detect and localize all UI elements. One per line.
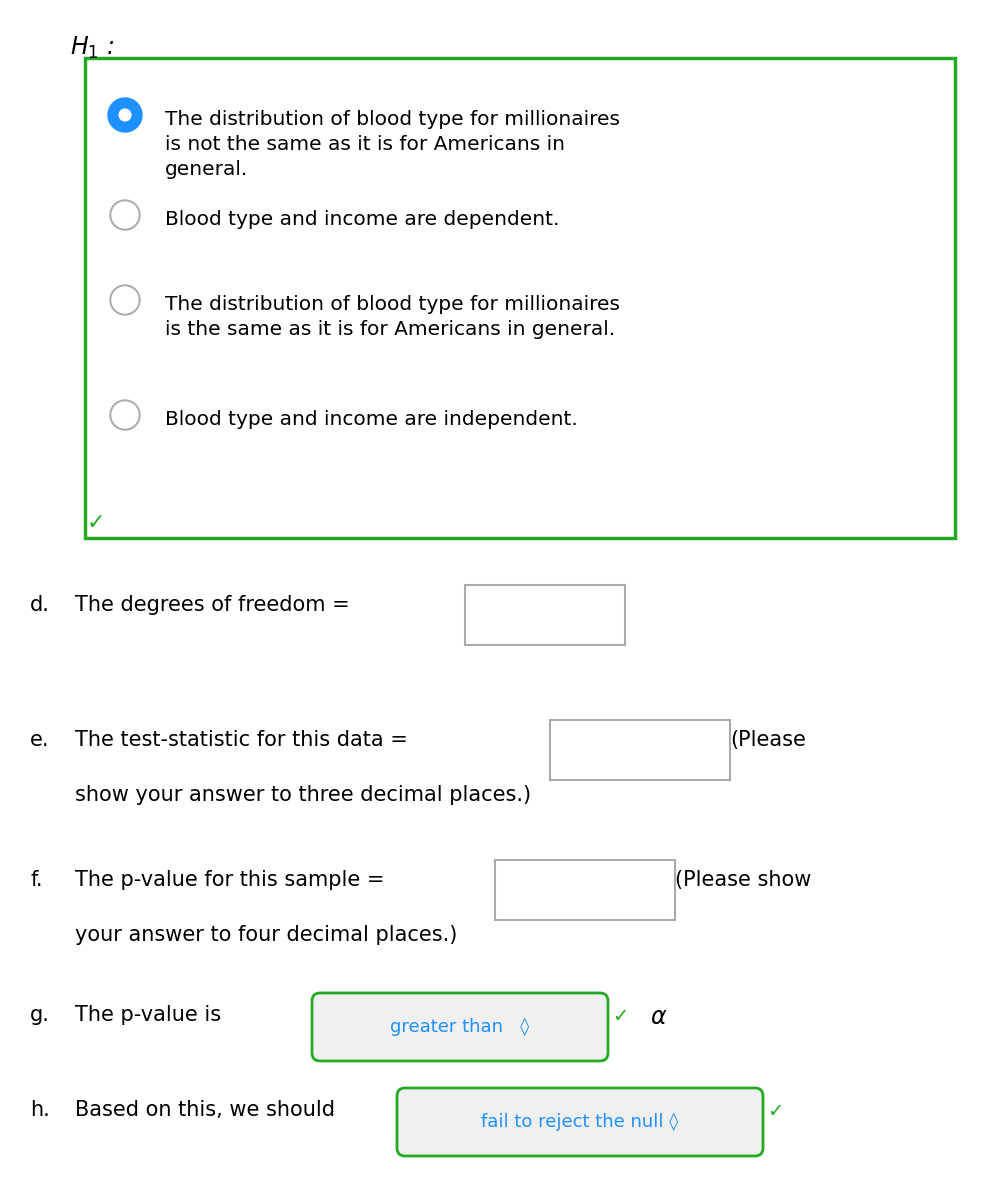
Text: f.: f. bbox=[30, 870, 42, 890]
Text: $\alpha$: $\alpha$ bbox=[650, 1006, 668, 1028]
Text: g.: g. bbox=[30, 1006, 50, 1025]
Text: fail to reject the null ◊: fail to reject the null ◊ bbox=[481, 1112, 678, 1132]
Circle shape bbox=[112, 202, 138, 228]
FancyBboxPatch shape bbox=[397, 1088, 763, 1156]
FancyBboxPatch shape bbox=[495, 860, 675, 920]
Text: h.: h. bbox=[30, 1100, 49, 1120]
FancyBboxPatch shape bbox=[550, 720, 730, 780]
Text: ✓: ✓ bbox=[612, 1007, 628, 1026]
Text: Blood type and income are independent.: Blood type and income are independent. bbox=[165, 410, 578, 428]
Text: The degrees of freedom =: The degrees of freedom = bbox=[75, 595, 350, 614]
Circle shape bbox=[110, 200, 140, 230]
FancyBboxPatch shape bbox=[312, 994, 608, 1061]
Circle shape bbox=[112, 287, 138, 313]
Text: (Please: (Please bbox=[730, 730, 806, 750]
Text: The p-value is: The p-value is bbox=[75, 1006, 221, 1025]
Text: (Please show: (Please show bbox=[675, 870, 811, 890]
FancyBboxPatch shape bbox=[465, 584, 625, 646]
Text: greater than   ◊: greater than ◊ bbox=[390, 1018, 529, 1037]
Text: The p-value for this sample =: The p-value for this sample = bbox=[75, 870, 385, 890]
Text: e.: e. bbox=[30, 730, 49, 750]
Circle shape bbox=[119, 109, 131, 121]
Circle shape bbox=[112, 402, 138, 428]
Text: d.: d. bbox=[30, 595, 50, 614]
Circle shape bbox=[110, 284, 140, 314]
Text: your answer to four decimal places.): your answer to four decimal places.) bbox=[75, 925, 458, 946]
Text: show your answer to three decimal places.): show your answer to three decimal places… bbox=[75, 785, 531, 805]
Text: ✓: ✓ bbox=[87, 514, 106, 533]
FancyBboxPatch shape bbox=[85, 58, 955, 538]
Circle shape bbox=[110, 400, 140, 430]
Circle shape bbox=[108, 98, 142, 132]
Text: The distribution of blood type for millionaires
is the same as it is for America: The distribution of blood type for milli… bbox=[165, 295, 620, 338]
Text: The test-statistic for this data =: The test-statistic for this data = bbox=[75, 730, 408, 750]
Text: The distribution of blood type for millionaires
is not the same as it is for Ame: The distribution of blood type for milli… bbox=[165, 110, 620, 179]
Text: Based on this, we should: Based on this, we should bbox=[75, 1100, 335, 1120]
Text: $H_1$ :: $H_1$ : bbox=[70, 35, 114, 61]
Text: ✓: ✓ bbox=[767, 1102, 783, 1121]
Text: Blood type and income are dependent.: Blood type and income are dependent. bbox=[165, 210, 559, 229]
